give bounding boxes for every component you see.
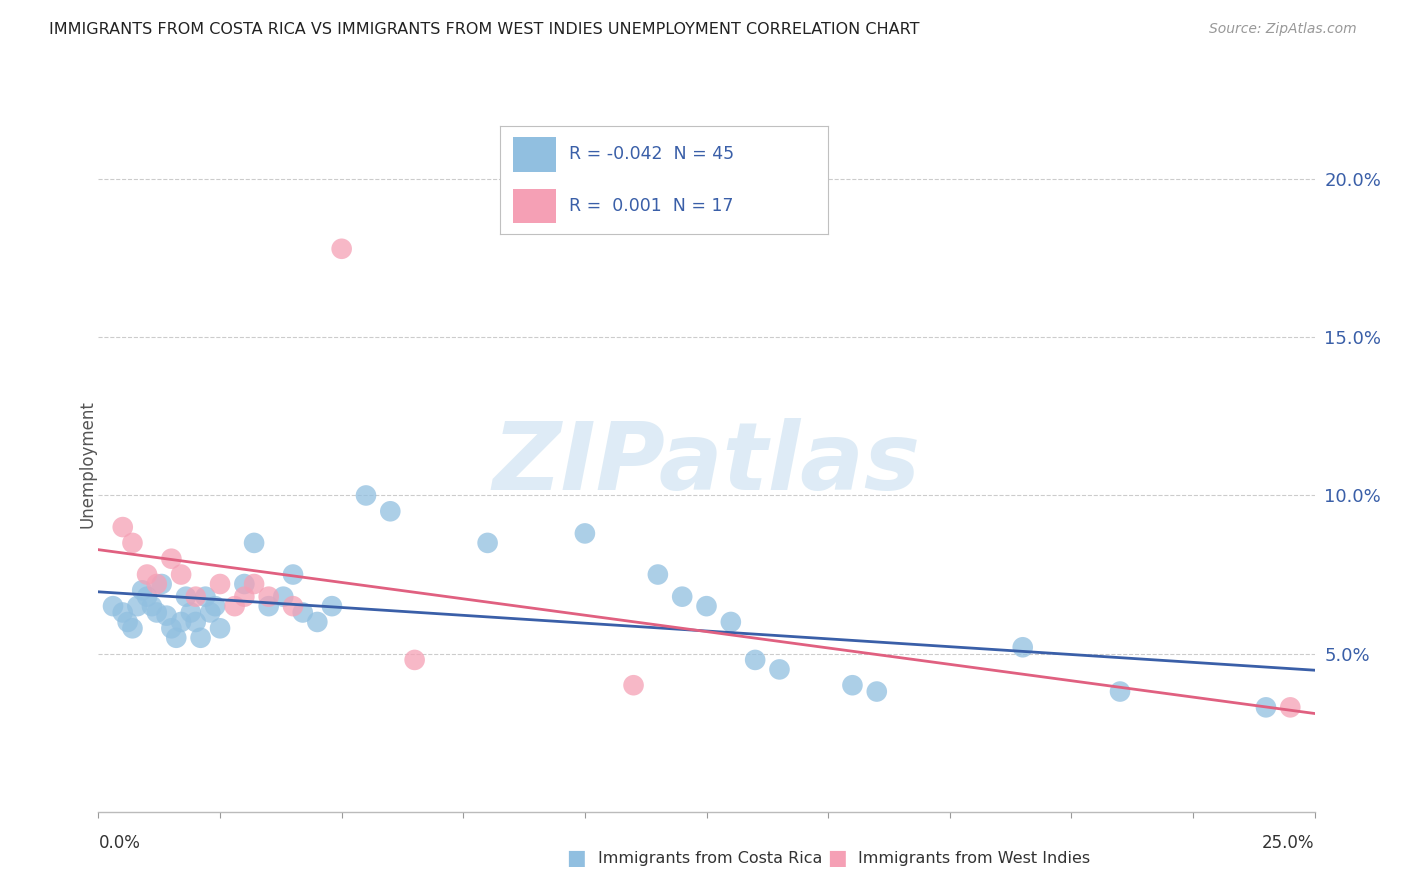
Point	[141, 599, 163, 614]
Text: ZIPatlas: ZIPatlas	[492, 417, 921, 510]
Point	[404, 653, 426, 667]
Point	[768, 662, 790, 676]
Point	[243, 536, 266, 550]
Point	[180, 606, 202, 620]
Point	[146, 606, 169, 620]
Point	[330, 242, 353, 256]
Point	[1254, 700, 1277, 714]
Point	[165, 631, 187, 645]
Point	[117, 615, 139, 629]
Point	[574, 526, 596, 541]
Point	[111, 520, 134, 534]
Text: IMMIGRANTS FROM COSTA RICA VS IMMIGRANTS FROM WEST INDIES UNEMPLOYMENT CORRELATI: IMMIGRANTS FROM COSTA RICA VS IMMIGRANTS…	[49, 22, 920, 37]
Point	[170, 567, 193, 582]
Point	[671, 590, 693, 604]
Point	[243, 577, 266, 591]
Point	[101, 599, 124, 614]
Point	[194, 590, 217, 604]
Point	[321, 599, 343, 614]
Point	[354, 488, 377, 502]
Point	[281, 567, 304, 582]
Point	[184, 590, 207, 604]
Point	[291, 606, 314, 620]
Point	[146, 577, 169, 591]
Point	[380, 504, 402, 518]
Point	[257, 590, 280, 604]
Point	[720, 615, 742, 629]
Point	[1279, 700, 1302, 714]
Text: Source: ZipAtlas.com: Source: ZipAtlas.com	[1209, 22, 1357, 37]
Point	[866, 684, 889, 698]
Point	[307, 615, 329, 629]
Text: ■: ■	[827, 848, 846, 868]
Point	[131, 583, 153, 598]
Point	[224, 599, 246, 614]
Point	[190, 631, 212, 645]
Point	[257, 599, 280, 614]
Point	[121, 621, 143, 635]
Point	[744, 653, 766, 667]
Point	[136, 590, 159, 604]
Point	[233, 577, 256, 591]
Point	[155, 608, 177, 623]
Point	[170, 615, 193, 629]
Point	[623, 678, 645, 692]
Point	[1109, 684, 1132, 698]
Point	[281, 599, 304, 614]
Y-axis label: Unemployment: Unemployment	[79, 400, 96, 528]
Point	[209, 577, 232, 591]
Point	[127, 599, 149, 614]
Point	[150, 577, 173, 591]
Point	[696, 599, 718, 614]
Point	[136, 567, 159, 582]
Point	[174, 590, 197, 604]
Text: Immigrants from West Indies: Immigrants from West Indies	[858, 851, 1090, 865]
Point	[160, 621, 183, 635]
Text: Immigrants from Costa Rica: Immigrants from Costa Rica	[598, 851, 823, 865]
Text: ■: ■	[567, 848, 586, 868]
Point	[160, 551, 183, 566]
Text: 0.0%: 0.0%	[98, 834, 141, 852]
Point	[184, 615, 207, 629]
Point	[477, 536, 499, 550]
Point	[200, 606, 222, 620]
Point	[841, 678, 863, 692]
Point	[271, 590, 294, 604]
Text: 25.0%: 25.0%	[1263, 834, 1315, 852]
Point	[647, 567, 669, 582]
Point	[209, 621, 232, 635]
Point	[233, 590, 256, 604]
Point	[204, 599, 226, 614]
Point	[121, 536, 143, 550]
Point	[111, 606, 134, 620]
Point	[1011, 640, 1033, 655]
